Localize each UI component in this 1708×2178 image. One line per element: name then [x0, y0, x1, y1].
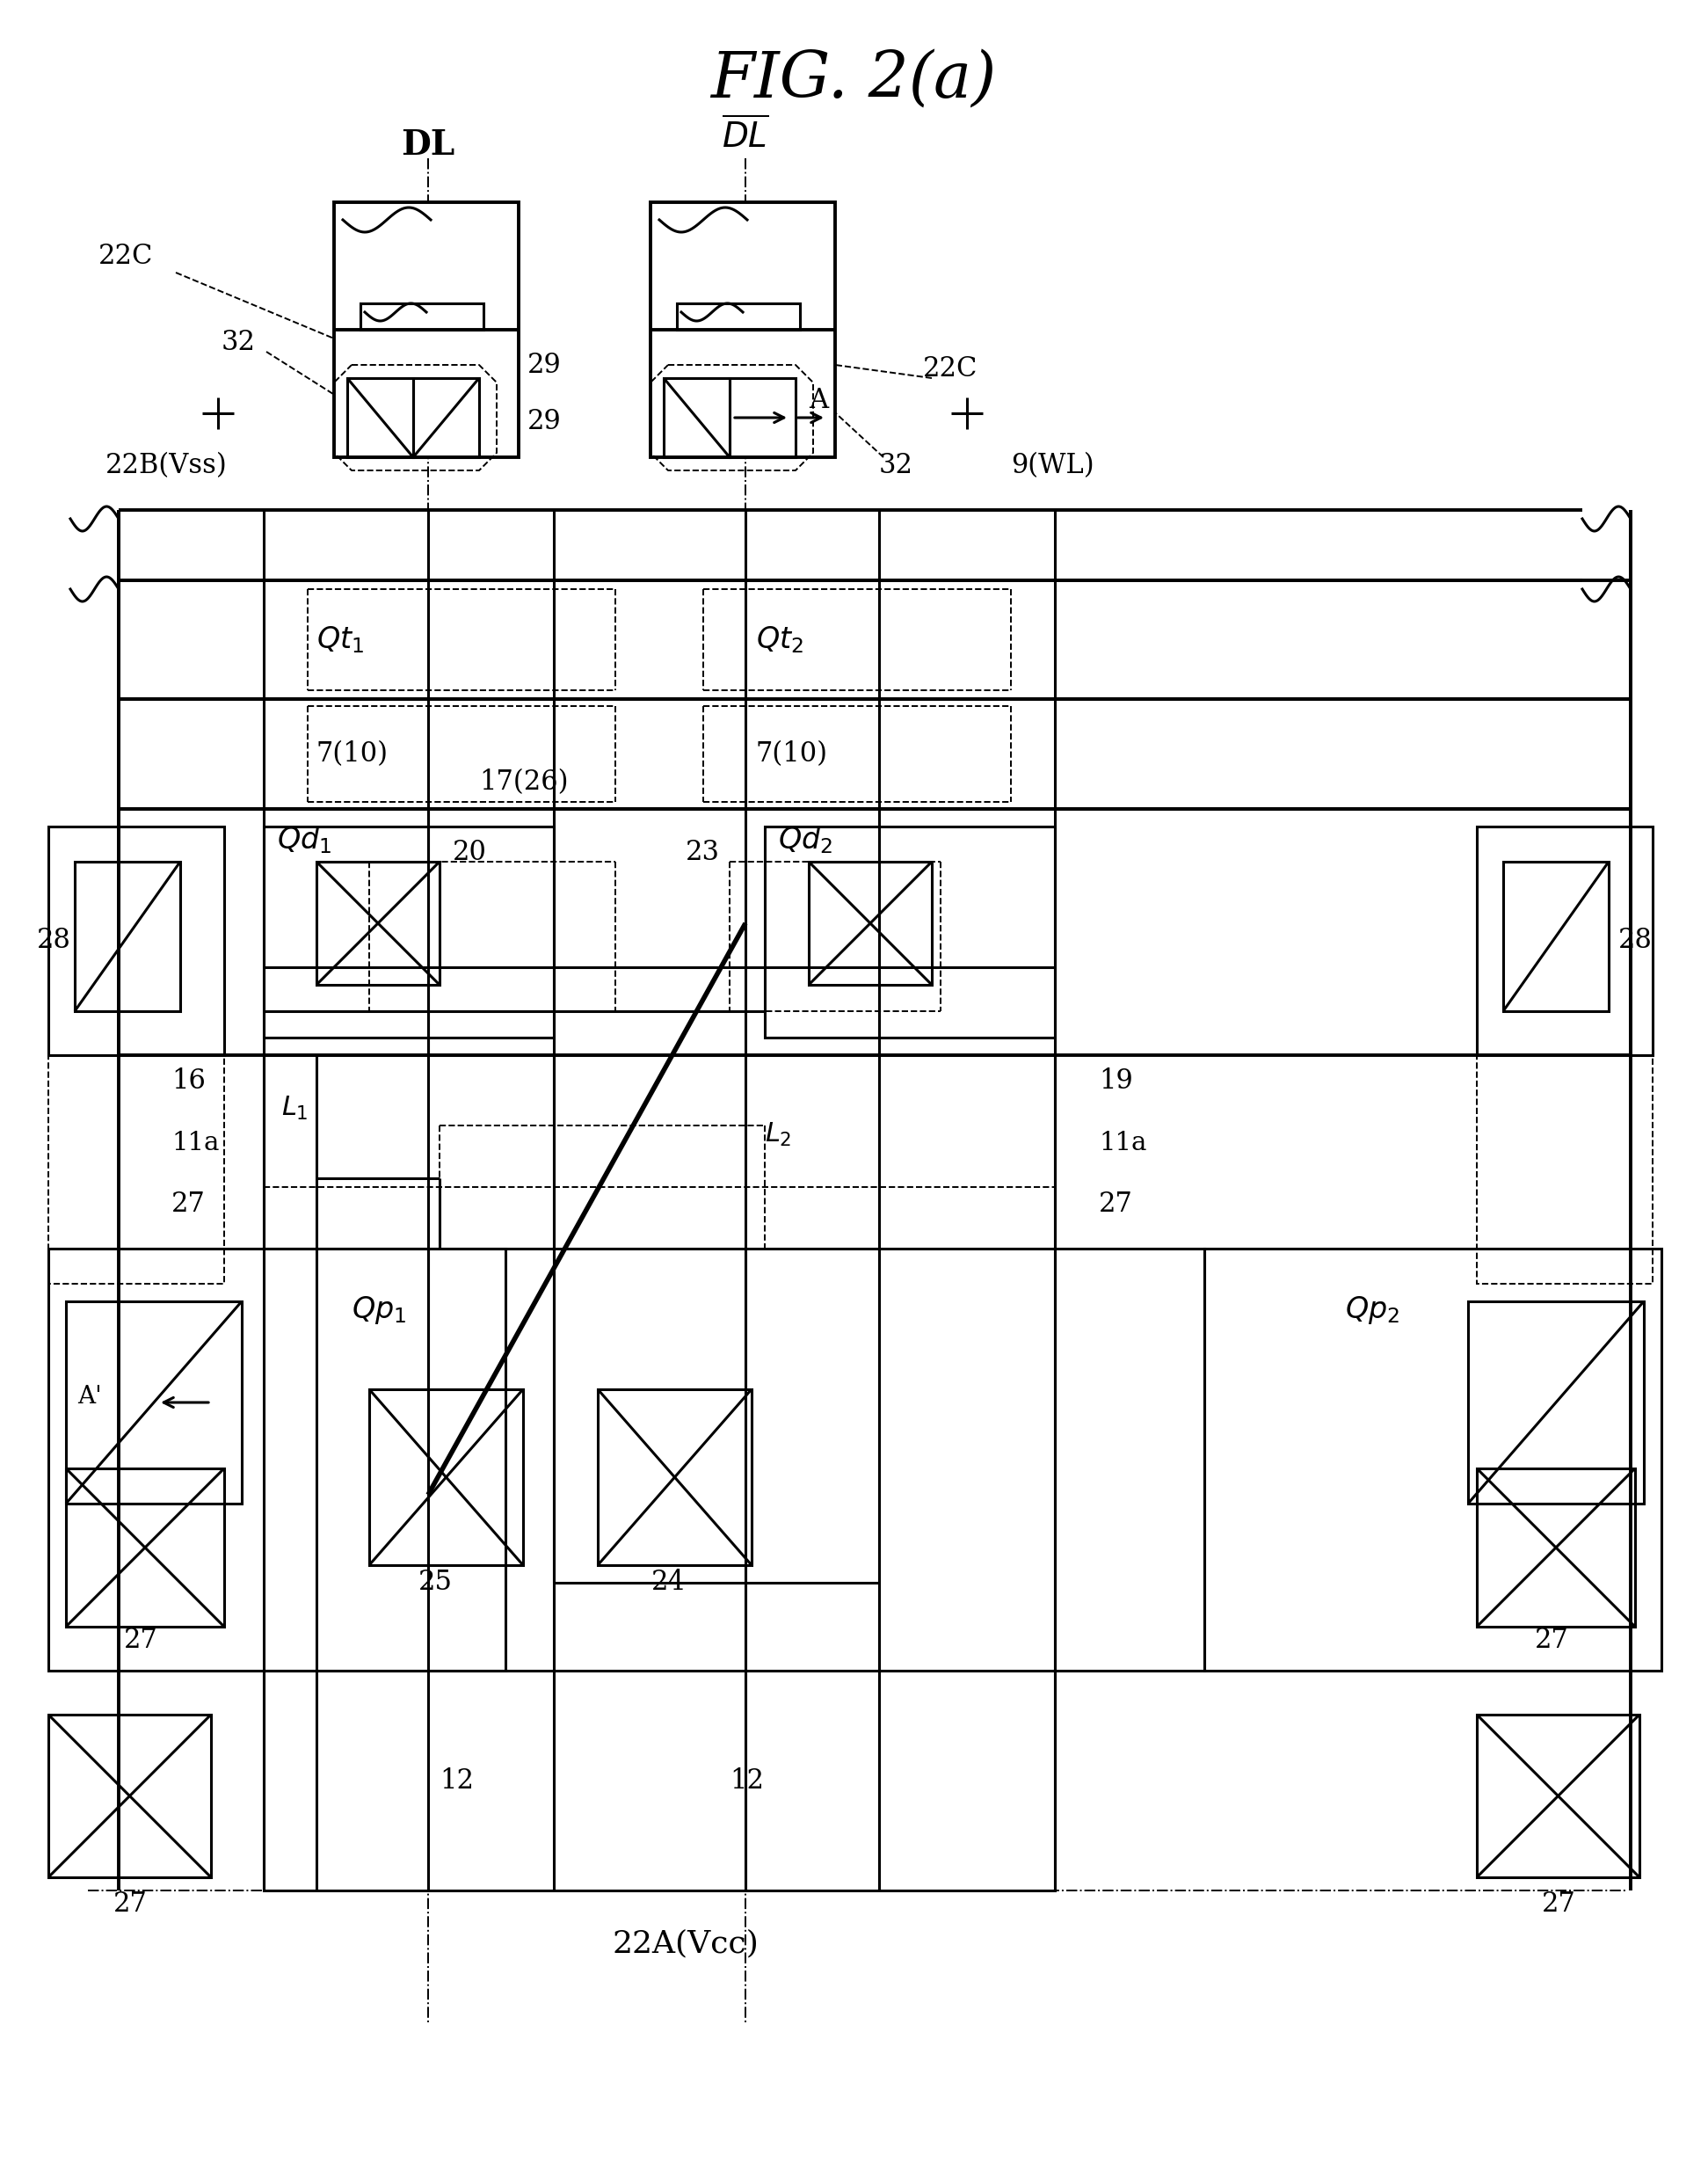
Bar — [48, 825, 224, 1283]
Text: $Qd_1$: $Qd_1$ — [277, 823, 331, 856]
Text: $Qd_2$: $Qd_2$ — [777, 823, 832, 856]
Bar — [729, 379, 796, 457]
Bar — [118, 579, 1631, 699]
Text: 7(10): 7(10) — [316, 741, 388, 769]
Text: 19: 19 — [1098, 1067, 1132, 1096]
Text: $Qt_1$: $Qt_1$ — [316, 625, 364, 656]
Text: $\overline{DL}$: $\overline{DL}$ — [722, 118, 769, 155]
Text: $L_2$: $L_2$ — [765, 1122, 791, 1148]
Bar — [316, 862, 439, 984]
Bar — [347, 379, 413, 457]
Text: 27: 27 — [1098, 1191, 1132, 1218]
Text: 20: 20 — [453, 839, 487, 867]
Bar — [664, 379, 729, 457]
Bar — [118, 699, 1631, 808]
Bar — [808, 862, 933, 984]
Bar — [335, 203, 519, 457]
Bar — [75, 862, 181, 1011]
Bar — [676, 303, 799, 329]
Text: 27: 27 — [171, 1191, 205, 1218]
Text: 32: 32 — [222, 329, 256, 357]
Text: 22A(Vcc): 22A(Vcc) — [611, 1928, 758, 1958]
Bar — [263, 1054, 1056, 1248]
Bar — [48, 825, 224, 1054]
Bar — [263, 825, 553, 1037]
Text: $Qp_1$: $Qp_1$ — [352, 1294, 407, 1326]
Bar — [1204, 1248, 1662, 1671]
Text: A': A' — [77, 1385, 102, 1409]
Bar — [1467, 1300, 1643, 1503]
Text: 29: 29 — [528, 351, 562, 379]
Bar — [360, 303, 483, 329]
Text: 7(10): 7(10) — [757, 741, 828, 769]
Text: 29: 29 — [528, 409, 562, 436]
Text: 11a: 11a — [1098, 1130, 1146, 1154]
Bar — [263, 1671, 1056, 1891]
Bar — [48, 1714, 212, 1877]
Text: $Qt_2$: $Qt_2$ — [757, 625, 803, 656]
Text: 28: 28 — [1619, 928, 1653, 954]
Text: 32: 32 — [880, 453, 914, 479]
Text: $Qp_2$: $Qp_2$ — [1344, 1294, 1399, 1326]
Text: DL: DL — [401, 129, 454, 161]
Text: 16: 16 — [171, 1067, 205, 1096]
Bar — [1477, 825, 1653, 1054]
Text: 11a: 11a — [171, 1130, 219, 1154]
Bar — [413, 379, 478, 457]
Text: $L_1$: $L_1$ — [282, 1093, 307, 1122]
Bar — [48, 1248, 506, 1671]
Bar — [1503, 862, 1609, 1011]
Text: 23: 23 — [685, 839, 721, 867]
Text: 12: 12 — [441, 1766, 475, 1795]
Text: 27: 27 — [1542, 1891, 1576, 1917]
Text: 22C: 22C — [99, 244, 154, 270]
Text: 28: 28 — [38, 928, 72, 954]
Bar — [67, 1468, 224, 1627]
Bar — [118, 808, 1631, 1054]
Text: 27: 27 — [123, 1627, 157, 1653]
Bar — [1477, 1714, 1640, 1877]
Bar — [1056, 1248, 1204, 1671]
Text: FIG. 2(a): FIG. 2(a) — [711, 48, 996, 111]
Text: A: A — [808, 386, 828, 414]
Text: 12: 12 — [729, 1766, 765, 1795]
Bar — [765, 825, 1056, 1037]
Bar — [598, 1390, 752, 1566]
Text: 22C: 22C — [922, 355, 979, 383]
Text: 9(WL): 9(WL) — [1011, 453, 1095, 479]
Bar — [1477, 825, 1653, 1283]
Text: 24: 24 — [651, 1568, 685, 1596]
Text: 22B(Vss): 22B(Vss) — [106, 453, 227, 479]
Text: 17(26): 17(26) — [478, 769, 569, 797]
Bar — [67, 1300, 243, 1503]
Bar — [651, 203, 835, 457]
Bar — [1477, 1468, 1635, 1627]
Text: 25: 25 — [418, 1568, 453, 1596]
Text: 27: 27 — [1534, 1627, 1568, 1653]
Bar — [369, 1390, 523, 1566]
Text: 27: 27 — [113, 1891, 147, 1917]
